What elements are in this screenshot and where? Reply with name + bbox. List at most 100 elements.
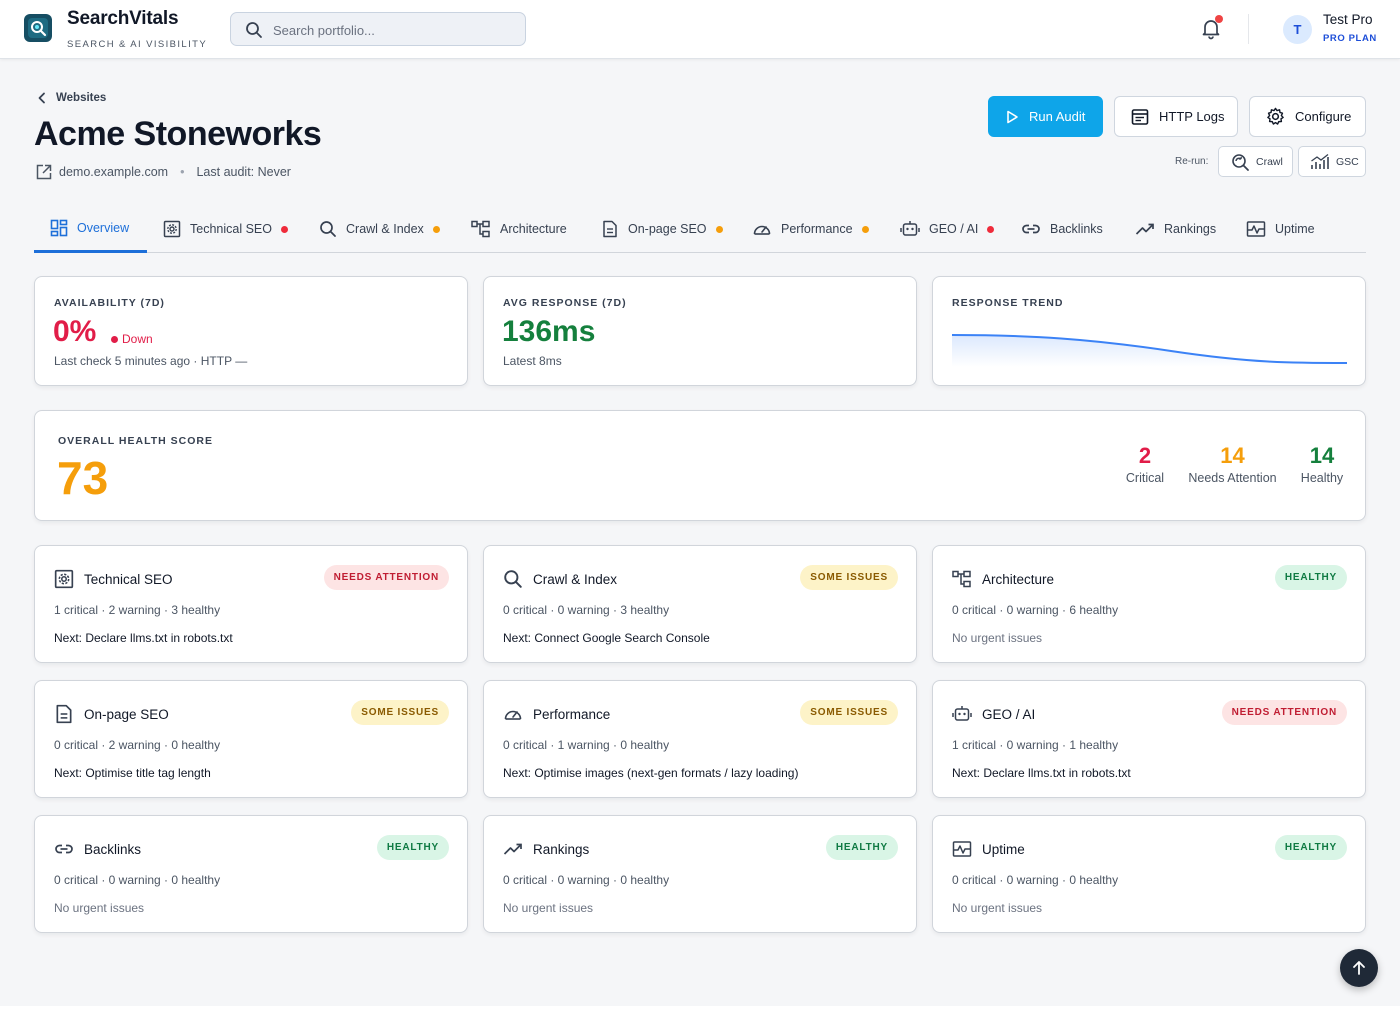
crawl-label: Crawl: [1256, 155, 1283, 168]
category-title: Architecture: [982, 571, 1055, 587]
availability-label: AVAILABILITY (7D): [54, 297, 165, 309]
bell-icon: [1202, 20, 1220, 40]
category-card-on-page-seo[interactable]: On-page SEO SOME ISSUES 0 critical · 2 w…: [34, 680, 468, 798]
tab-uptime[interactable]: Uptime: [1246, 206, 1315, 252]
category-next: No urgent issues: [503, 901, 594, 915]
status-badge: SOME ISSUES: [351, 700, 449, 725]
notification-dot: [1215, 15, 1223, 23]
category-card-architecture[interactable]: Architecture HEALTHY 0 critical · 0 warn…: [932, 545, 1366, 663]
category-counts: 0 critical · 2 warning · 0 healthy: [54, 738, 221, 752]
count-number: 14: [1309, 443, 1335, 468]
category-title: Technical SEO: [84, 571, 173, 587]
status-badge: HEALTHY: [376, 835, 449, 860]
top-header: SearchVitals SEARCH & AI VISIBILITY T Te…: [0, 0, 1400, 59]
search-box[interactable]: [230, 12, 526, 46]
avg-response-label: AVG RESPONSE (7D): [503, 297, 627, 309]
tab-label: Technical SEO: [190, 222, 272, 236]
tab-backlinks[interactable]: Backlinks: [1021, 206, 1103, 252]
trending-up-icon: [503, 843, 522, 855]
crawl-icon: [1232, 153, 1249, 171]
bar-chart-icon: [1311, 153, 1329, 169]
critical-count: 2 Critical: [1115, 443, 1175, 485]
tab-geo-ai[interactable]: GEO / AI: [900, 206, 995, 252]
last-audit: Last audit: Never: [196, 165, 291, 179]
tab-label: Crawl & Index: [346, 222, 424, 236]
sitemap-icon: [471, 220, 490, 238]
search-icon: [320, 221, 336, 237]
status-badge: NEEDS ATTENTION: [1221, 700, 1347, 725]
app-name: SearchVitals: [67, 8, 179, 29]
count-number: 14: [1220, 443, 1245, 468]
site-meta: demo.example.com • Last audit: Never: [35, 163, 291, 181]
category-counts: 0 critical · 0 warning · 6 healthy: [952, 603, 1119, 617]
status-badge: SOME ISSUES: [800, 565, 898, 590]
availability-value: 0%: [53, 315, 97, 348]
needs-attention-count: 14 Needs Attention: [1180, 443, 1285, 485]
status-badge: HEALTHY: [1274, 565, 1347, 590]
robot-icon: [952, 706, 972, 721]
category-card-backlinks[interactable]: Backlinks HEALTHY 0 critical · 0 warning…: [34, 815, 468, 933]
rerun-gsc-button[interactable]: GSC: [1298, 146, 1366, 177]
back-link[interactable]: Websites: [56, 92, 107, 104]
document-icon: [56, 704, 72, 724]
tab-on-page-seo[interactable]: On-page SEO: [601, 206, 723, 252]
category-card-rankings[interactable]: Rankings HEALTHY 0 critical · 0 warning …: [483, 815, 917, 933]
header-divider: [1248, 14, 1249, 44]
run-audit-button[interactable]: Run Audit: [988, 96, 1103, 137]
category-counts: 1 critical · 2 warning · 3 healthy: [54, 603, 221, 617]
link-icon: [1022, 224, 1040, 234]
tab-label: Performance: [781, 222, 853, 236]
category-next: No urgent issues: [54, 901, 145, 915]
healthy-count: 14 Healthy: [1293, 443, 1351, 485]
breadcrumb[interactable]: Websites: [36, 92, 106, 104]
cog-box-icon: [54, 569, 74, 589]
category-title: Crawl & Index: [533, 571, 618, 587]
chevron-left-icon: [38, 92, 45, 104]
tab-architecture[interactable]: Architecture: [471, 206, 567, 252]
category-card-crawl-index[interactable]: Crawl & Index SOME ISSUES 0 critical · 0…: [483, 545, 917, 663]
avatar[interactable]: T: [1283, 15, 1312, 44]
http-logs-button[interactable]: HTTP Logs: [1114, 96, 1238, 137]
category-title: GEO / AI: [982, 706, 1036, 722]
external-link-icon: [36, 164, 52, 180]
status-dot: [987, 225, 995, 233]
tab-label: Rankings: [1164, 222, 1217, 236]
category-title: Rankings: [533, 841, 590, 857]
status-badge: HEALTHY: [1274, 835, 1347, 860]
search-icon: [504, 570, 522, 588]
tab-label: GEO / AI: [929, 222, 979, 236]
category-next: Next: Declare llms.txt in robots.txt: [952, 766, 1131, 780]
response-trend-label: RESPONSE TREND: [952, 297, 1064, 309]
pulse-icon: [952, 841, 972, 857]
count-label: Healthy: [1300, 471, 1344, 485]
tab-technical-seo[interactable]: Technical SEO: [163, 206, 288, 252]
tab-label: On-page SEO: [628, 222, 707, 236]
app-logo[interactable]: [24, 14, 52, 42]
site-domain[interactable]: demo.example.com: [59, 165, 169, 179]
rerun-crawl-button[interactable]: Crawl: [1218, 146, 1293, 177]
category-card-uptime[interactable]: Uptime HEALTHY 0 critical · 0 warning · …: [932, 815, 1366, 933]
status-badge: Down: [111, 332, 153, 346]
response-trend-card: RESPONSE TREND: [932, 276, 1366, 386]
scroll-to-top-button[interactable]: [1340, 949, 1378, 987]
tab-crawl-index[interactable]: Crawl & Index: [319, 206, 440, 252]
link-icon: [55, 844, 73, 854]
play-icon: [1007, 110, 1018, 123]
gear-icon: [1267, 107, 1284, 125]
notifications-button[interactable]: [1199, 16, 1223, 40]
category-card-performance[interactable]: Performance SOME ISSUES 0 critical · 1 w…: [483, 680, 917, 798]
category-counts: 0 critical · 1 warning · 0 healthy: [503, 738, 670, 752]
category-card-technical-seo[interactable]: Technical SEO NEEDS ATTENTION 1 critical…: [34, 545, 468, 663]
tab-performance[interactable]: Performance: [752, 206, 869, 252]
category-title: On-page SEO: [84, 706, 169, 722]
category-next: Next: Declare llms.txt in robots.txt: [54, 631, 233, 645]
configure-button[interactable]: Configure: [1249, 96, 1366, 137]
user-name[interactable]: Test Pro: [1323, 12, 1373, 27]
search-input[interactable]: [273, 20, 513, 40]
grid-icon: [50, 219, 68, 237]
gauge-icon: [504, 710, 522, 720]
tab-overview[interactable]: Overview: [34, 206, 147, 253]
tab-rankings[interactable]: Rankings: [1135, 206, 1216, 252]
category-counts: 0 critical · 0 warning · 0 healthy: [952, 873, 1119, 887]
category-card-geo-ai[interactable]: GEO / AI NEEDS ATTENTION 1 critical · 0 …: [932, 680, 1366, 798]
